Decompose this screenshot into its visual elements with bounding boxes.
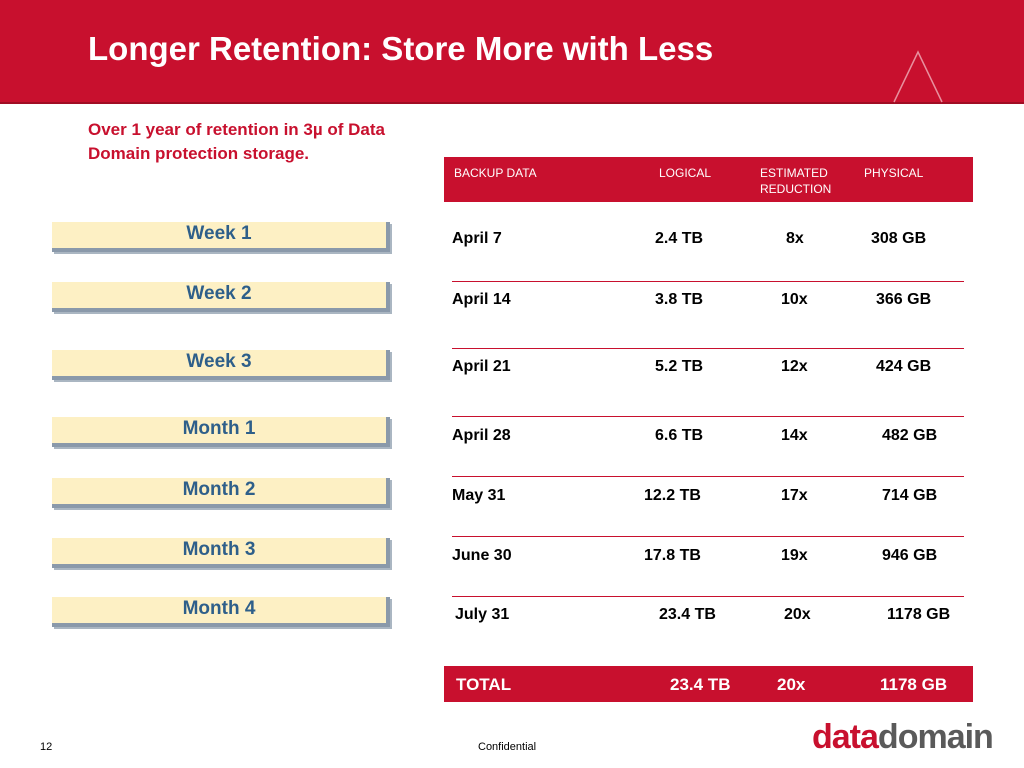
cell-reduction: 14x <box>781 427 808 444</box>
table-row: July 31 23.4 TB 20x 1178 GB <box>450 606 970 630</box>
table-row: April 14 3.8 TB 10x 366 GB <box>450 291 970 315</box>
period-label-month-4: Month 4 <box>52 597 390 627</box>
period-label-week-2: Week 2 <box>52 282 390 312</box>
cell-logical: 17.8 TB <box>644 547 701 564</box>
cell-logical: 12.2 TB <box>644 487 701 504</box>
cell-physical: 424 GB <box>876 358 932 375</box>
row-divider <box>452 476 964 477</box>
table-row: April 21 5.2 TB 12x 424 GB <box>450 358 970 382</box>
datadomain-logo: datadomain <box>812 718 994 757</box>
cell-date: April 28 <box>452 427 511 444</box>
cell-physical: 308 GB <box>871 230 927 247</box>
cell-date: April 14 <box>452 291 511 308</box>
period-label-week-1: Week 1 <box>52 222 390 252</box>
title-bar <box>0 0 1024 102</box>
cell-date: April 7 <box>452 230 502 247</box>
cell-reduction: 17x <box>781 487 808 504</box>
cell-reduction: 12x <box>781 358 808 375</box>
period-label-month-3: Month 3 <box>52 538 390 568</box>
cell-physical: 946 GB <box>882 547 938 564</box>
cell-date: June 30 <box>452 547 512 564</box>
cell-reduction: 20x <box>784 606 811 623</box>
cell-physical: 366 GB <box>876 291 932 308</box>
slide-title: Longer Retention: Store More with Less <box>88 30 714 67</box>
cell-physical: 714 GB <box>882 487 938 504</box>
header-estimated-reduction: ESTIMATED REDUCTION <box>760 166 832 196</box>
period-label-week-3: Week 3 <box>52 350 390 380</box>
total-reduction: 20x <box>777 675 806 694</box>
cell-logical: 5.2 TB <box>655 358 704 375</box>
table-row: April 28 6.6 TB 14x 482 GB <box>450 427 970 451</box>
table-row: May 31 12.2 TB 17x 714 GB <box>450 487 970 511</box>
cell-logical: 23.4 TB <box>659 606 716 623</box>
cell-date: July 31 <box>455 606 510 623</box>
cell-logical: 3.8 TB <box>655 291 704 308</box>
row-divider <box>452 281 964 282</box>
row-divider <box>452 348 964 349</box>
cell-physical: 482 GB <box>882 427 938 444</box>
page-number: 12 <box>40 741 53 753</box>
header-logical: LOGICAL <box>659 166 712 180</box>
header-physical: PHYSICAL <box>864 166 924 180</box>
cell-reduction: 19x <box>781 547 808 564</box>
row-divider <box>452 596 964 597</box>
cell-reduction: 8x <box>786 230 804 247</box>
logo-part-data: data <box>812 718 879 756</box>
period-label-month-1: Month 1 <box>52 417 390 447</box>
cell-reduction: 10x <box>781 291 808 308</box>
total-physical: 1178 GB <box>880 675 948 694</box>
table-row: April 7 2.4 TB 8x 308 GB <box>450 230 970 254</box>
cell-logical: 6.6 TB <box>655 427 704 444</box>
title-bar-rule <box>0 102 1024 104</box>
header-backup-data: BACKUP DATA <box>454 166 537 180</box>
slide-subtitle: Over 1 year of retention in 3µ of Data D… <box>88 120 385 163</box>
triangle-decoration-icon <box>893 50 943 103</box>
row-divider <box>452 416 964 417</box>
row-divider <box>452 536 964 537</box>
table-row: June 30 17.8 TB 19x 946 GB <box>450 547 970 571</box>
cell-date: May 31 <box>452 487 506 504</box>
cell-date: April 21 <box>452 358 511 375</box>
table-header: BACKUP DATA LOGICAL ESTIMATED REDUCTION … <box>444 157 973 202</box>
confidential-label: Confidential <box>478 741 537 753</box>
period-label-month-2: Month 2 <box>52 478 390 508</box>
total-logical: 23.4 TB <box>670 675 731 694</box>
total-row: TOTAL 23.4 TB 20x 1178 GB <box>444 666 973 702</box>
cell-logical: 2.4 TB <box>655 230 704 247</box>
logo-part-domain: domain <box>877 718 994 756</box>
total-label: TOTAL <box>456 675 512 694</box>
cell-physical: 1178 GB <box>887 606 951 623</box>
